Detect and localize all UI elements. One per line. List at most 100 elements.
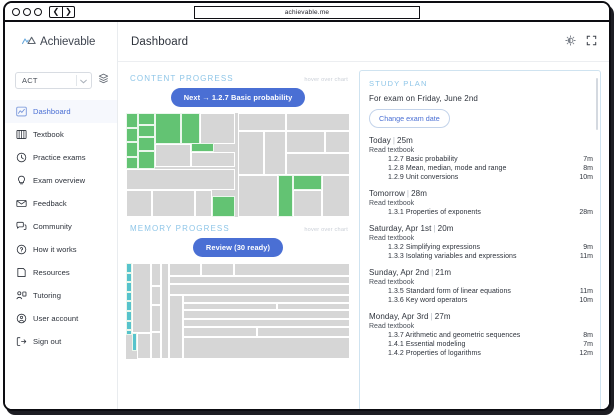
treemap-cell[interactable] — [286, 131, 326, 154]
study-plan-task-row[interactable]: 1.3.5 Standard form of linear equations 1… — [369, 288, 593, 295]
treemap-cell[interactable] — [195, 189, 213, 217]
sidebar-item-exam-overview[interactable]: Exam overview — [5, 169, 117, 192]
treemap-cell[interactable] — [180, 113, 200, 145]
treemap-cell[interactable] — [233, 263, 350, 276]
treemap-cell[interactable] — [126, 291, 133, 302]
treemap-cell[interactable] — [137, 333, 152, 359]
study-plan-task-row[interactable]: 1.3.2 Simplifying expressions 9m — [369, 244, 593, 251]
study-plan-task-row[interactable]: 1.3.6 Key word operators 10m — [369, 297, 593, 304]
treemap-cell[interactable] — [151, 332, 162, 359]
treemap-cell[interactable] — [183, 294, 350, 303]
treemap-cell[interactable] — [126, 189, 152, 217]
treemap-cell[interactable] — [238, 175, 279, 217]
treemap-cell[interactable] — [155, 144, 191, 168]
sidebar-item-user-account[interactable]: User account — [5, 307, 117, 330]
treemap-cell[interactable] — [138, 113, 156, 125]
layers-icon[interactable] — [98, 71, 109, 89]
course-select[interactable]: ACT — [15, 71, 92, 89]
treemap-cell[interactable] — [190, 142, 215, 152]
treemap-cell[interactable] — [126, 282, 133, 292]
forward-icon[interactable]: ❯ — [62, 6, 74, 17]
treemap-cell[interactable] — [126, 113, 139, 128]
treemap-cell[interactable] — [155, 113, 181, 145]
study-plan-task-row[interactable]: 1.2.7 Basic probability 7m — [369, 156, 593, 163]
sidebar-item-community[interactable]: Community — [5, 215, 117, 238]
treemap-cell[interactable] — [161, 263, 169, 359]
window-controls[interactable] — [12, 7, 42, 16]
treemap-cell[interactable] — [183, 327, 258, 337]
sidebar-item-sign-out[interactable]: Sign out — [5, 330, 117, 353]
treemap-cell[interactable] — [138, 124, 156, 137]
treemap-cell[interactable] — [126, 272, 133, 283]
sidebar-item-resources[interactable]: Resources — [5, 261, 117, 284]
treemap-cell[interactable] — [168, 294, 184, 359]
treemap-cell[interactable] — [212, 196, 235, 217]
dark-mode-gear-icon[interactable] — [565, 33, 576, 51]
treemap-cell[interactable] — [190, 152, 235, 168]
treemap-cell[interactable] — [257, 327, 350, 337]
treemap-cell[interactable] — [286, 113, 350, 132]
study-plan-task-row[interactable]: 1.2.9 Unit conversions 10m — [369, 174, 593, 181]
treemap-cell[interactable] — [292, 175, 322, 190]
sidebar-item-how-it-works[interactable]: How it works — [5, 238, 117, 261]
study-plan-scrollbar[interactable] — [596, 78, 598, 130]
minimize-window-button[interactable] — [23, 7, 31, 16]
change-exam-date-button[interactable]: Change exam date — [369, 109, 450, 128]
treemap-cell[interactable] — [263, 131, 287, 175]
treemap-cell[interactable] — [126, 330, 133, 335]
review-button[interactable]: Review (30 ready) — [192, 238, 284, 257]
maximize-window-button[interactable] — [34, 7, 42, 16]
treemap-cell[interactable] — [126, 142, 139, 157]
study-plan-task-row[interactable]: 1.4.2 Properties of logarithms 12m — [369, 350, 593, 357]
treemap-cell[interactable] — [126, 320, 133, 331]
treemap-cell[interactable] — [132, 263, 152, 334]
fullscreen-expand-icon[interactable] — [586, 33, 597, 51]
sidebar-item-tutoring[interactable]: Tutoring — [5, 284, 117, 307]
treemap-cell[interactable] — [183, 336, 350, 359]
treemap-cell[interactable] — [126, 156, 139, 170]
study-plan-task-row[interactable]: 1.2.8 Mean, median, mode and range 8m — [369, 165, 593, 172]
treemap-cell[interactable] — [238, 113, 287, 132]
sidebar-item-practice-exams[interactable]: Practice exams — [5, 146, 117, 169]
browser-navigation-buttons[interactable]: ❮ ❯ — [49, 5, 75, 18]
back-icon[interactable]: ❮ — [52, 6, 60, 16]
treemap-cell[interactable] — [168, 275, 350, 285]
treemap-cell[interactable] — [183, 310, 350, 320]
treemap-cell[interactable] — [151, 263, 162, 287]
study-plan-task-row[interactable]: 1.4.1 Essential modeling 7m — [369, 341, 593, 348]
treemap-cell[interactable] — [183, 302, 278, 311]
treemap-cell[interactable] — [322, 175, 350, 217]
study-plan-task-row[interactable]: 1.3.1 Properties of exponents 28m — [369, 209, 593, 216]
treemap-cell[interactable] — [286, 153, 350, 175]
treemap-cell[interactable] — [126, 301, 133, 311]
treemap-cell[interactable] — [199, 113, 235, 145]
treemap-cell[interactable] — [292, 189, 322, 217]
brand-logo[interactable]: Achievable — [5, 22, 117, 62]
sidebar-item-feedback[interactable]: Feedback — [5, 192, 117, 215]
treemap-cell[interactable] — [138, 151, 156, 170]
content-progress-treemap[interactable] — [126, 113, 350, 217]
treemap-cell[interactable] — [126, 127, 139, 143]
study-plan-task-row[interactable]: 1.3.3 Isolating variables and expression… — [369, 253, 593, 260]
sidebar-item-dashboard[interactable]: Dashboard — [5, 100, 117, 123]
treemap-cell[interactable] — [183, 319, 350, 328]
treemap-cell[interactable] — [126, 169, 235, 190]
treemap-cell[interactable] — [168, 284, 350, 295]
sidebar-item-textbook[interactable]: Textbook — [5, 123, 117, 146]
treemap-cell[interactable] — [201, 263, 234, 276]
treemap-cell[interactable] — [126, 311, 133, 321]
treemap-cell[interactable] — [132, 333, 138, 352]
address-bar[interactable]: achievable.me — [194, 6, 420, 19]
close-window-button[interactable] — [12, 7, 20, 16]
treemap-cell[interactable] — [151, 305, 162, 333]
treemap-cell[interactable] — [138, 136, 156, 152]
next-lesson-button[interactable]: Next → 1.2.7 Basic probability — [170, 88, 306, 107]
treemap-cell[interactable] — [168, 263, 202, 276]
treemap-cell[interactable] — [278, 175, 293, 217]
treemap-cell[interactable] — [151, 286, 162, 306]
memory-progress-treemap[interactable] — [126, 263, 350, 359]
treemap-cell[interactable] — [151, 189, 196, 217]
treemap-cell[interactable] — [277, 302, 350, 311]
treemap-cell[interactable] — [238, 131, 264, 175]
treemap-cell[interactable] — [126, 263, 133, 273]
